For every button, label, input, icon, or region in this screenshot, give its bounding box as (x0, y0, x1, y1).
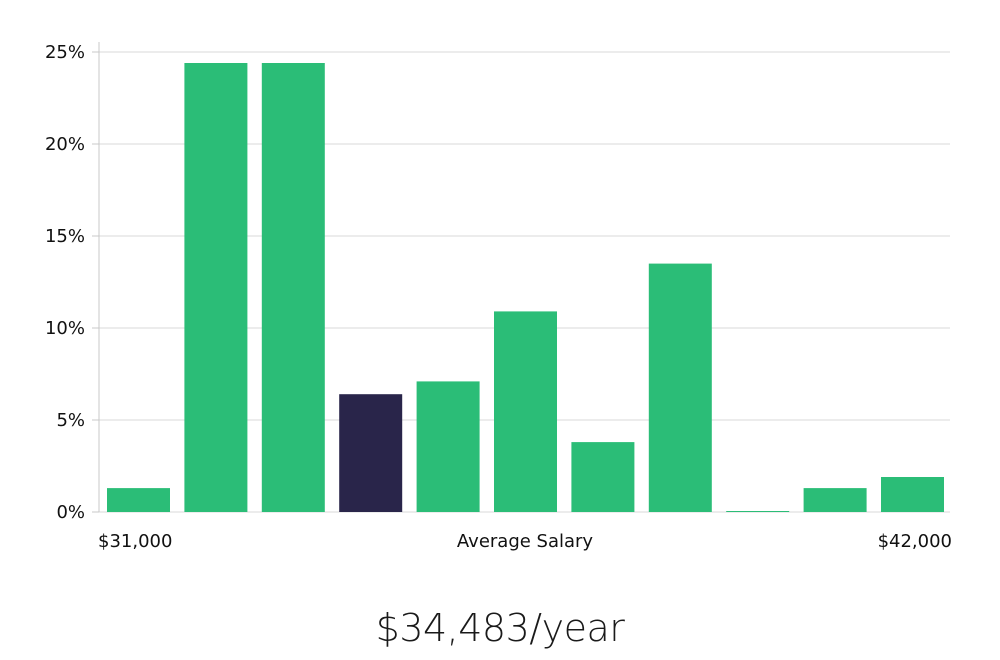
y-tick-label: 20% (45, 134, 85, 155)
x-axis-title: Average Salary (457, 531, 594, 552)
bar (648, 263, 712, 512)
bar (261, 63, 325, 512)
bar (494, 311, 557, 512)
average-salary-value: $34,483/year (375, 606, 625, 650)
bar (571, 442, 635, 512)
y-axis: 0% 5% 10% 15% 20% 25% (45, 42, 99, 523)
x-min-label: $31,000 (98, 531, 172, 552)
bar (881, 477, 944, 512)
bar (803, 488, 867, 512)
y-tick-label: 10% (45, 318, 85, 339)
salary-histogram: 0%5%10%15%20%25% $31,000 Average Salary … (45, 42, 952, 552)
x-max-label: $42,000 (878, 531, 952, 552)
y-tick-label: 25% (45, 42, 85, 63)
y-tick-label: 15% (45, 226, 85, 247)
bar (184, 63, 248, 512)
y-tick-label: 0% (56, 502, 85, 523)
bar-highlighted (339, 394, 403, 512)
bars (107, 63, 944, 512)
y-tick-label: 5% (56, 410, 85, 431)
bar (107, 488, 170, 512)
bar (416, 381, 480, 512)
bar (726, 511, 790, 512)
